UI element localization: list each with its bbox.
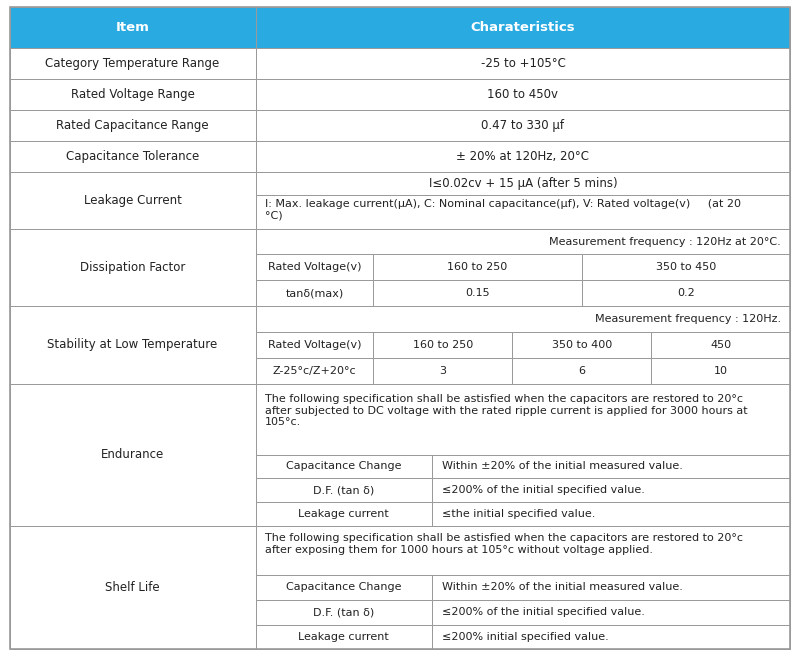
- Text: Stability at Low Temperature: Stability at Low Temperature: [47, 338, 218, 351]
- Bar: [255, 195, 790, 228]
- Text: Rated Voltage Range: Rated Voltage Range: [70, 88, 194, 101]
- Bar: [512, 358, 651, 384]
- Text: 160 to 250: 160 to 250: [413, 340, 473, 350]
- Bar: [432, 478, 790, 502]
- Text: Capacitance Change: Capacitance Change: [286, 461, 402, 472]
- Bar: [10, 79, 255, 110]
- Bar: [582, 280, 790, 306]
- Text: Dissipation Factor: Dissipation Factor: [80, 261, 186, 274]
- Bar: [10, 306, 255, 384]
- Text: Measurement frequency : 120Hz.: Measurement frequency : 120Hz.: [594, 314, 781, 324]
- Bar: [255, 575, 432, 600]
- Bar: [10, 228, 255, 306]
- Bar: [255, 79, 790, 110]
- Bar: [10, 172, 255, 228]
- Text: Item: Item: [116, 21, 150, 33]
- Text: Charateristics: Charateristics: [470, 21, 575, 33]
- Bar: [255, 332, 374, 358]
- Text: ≤200% initial specified value.: ≤200% initial specified value.: [442, 632, 609, 642]
- Bar: [432, 575, 790, 600]
- Text: Capacitance Change: Capacitance Change: [286, 583, 402, 592]
- Bar: [255, 172, 790, 195]
- Text: ≤the initial specified value.: ≤the initial specified value.: [442, 508, 595, 519]
- Text: The following specification shall be astisfied when the capacitors are restored : The following specification shall be ast…: [265, 533, 743, 554]
- Bar: [255, 502, 432, 525]
- Text: ≤200% of the initial specified value.: ≤200% of the initial specified value.: [442, 485, 645, 495]
- Text: 160 to 450v: 160 to 450v: [487, 88, 558, 101]
- Bar: [255, 228, 790, 255]
- Text: 0.47 to 330 μf: 0.47 to 330 μf: [482, 119, 565, 132]
- Bar: [255, 280, 374, 306]
- Text: Z-25°c/Z+20°c: Z-25°c/Z+20°c: [273, 365, 356, 376]
- Text: 10: 10: [714, 365, 728, 376]
- Text: D.F. (tan δ): D.F. (tan δ): [313, 485, 374, 495]
- Bar: [10, 48, 255, 79]
- Bar: [374, 255, 582, 280]
- Text: 0.2: 0.2: [678, 288, 695, 298]
- Bar: [432, 502, 790, 525]
- Bar: [512, 332, 651, 358]
- Bar: [651, 358, 790, 384]
- Text: 0.15: 0.15: [466, 288, 490, 298]
- Bar: [10, 110, 255, 141]
- Bar: [374, 358, 512, 384]
- Text: Measurement frequency : 120Hz at 20°C.: Measurement frequency : 120Hz at 20°C.: [549, 237, 781, 247]
- Text: I≤0.02cv + 15 μA (after 5 mins): I≤0.02cv + 15 μA (after 5 mins): [429, 176, 618, 190]
- Bar: [582, 255, 790, 280]
- Text: Category Temperature Range: Category Temperature Range: [46, 57, 220, 70]
- Bar: [255, 358, 374, 384]
- Bar: [255, 625, 432, 649]
- Bar: [255, 141, 790, 172]
- Bar: [651, 332, 790, 358]
- Text: I: Max. leakage current(μA), C: Nominal capacitance(μf), V: Rated voltage(v)    : I: Max. leakage current(μA), C: Nominal …: [265, 199, 741, 220]
- Text: 450: 450: [710, 340, 731, 350]
- Text: 160 to 250: 160 to 250: [447, 262, 508, 272]
- Bar: [255, 600, 432, 625]
- Bar: [255, 110, 790, 141]
- Text: tanδ(max): tanδ(max): [286, 288, 343, 298]
- Bar: [10, 525, 255, 649]
- Text: Rated Voltage(v): Rated Voltage(v): [268, 262, 361, 272]
- Bar: [255, 7, 790, 48]
- Bar: [432, 600, 790, 625]
- Text: 3: 3: [439, 365, 446, 376]
- Text: Within ±20% of the initial measured value.: Within ±20% of the initial measured valu…: [442, 583, 682, 592]
- Bar: [255, 306, 790, 332]
- Bar: [10, 7, 255, 48]
- Text: D.F. (tan δ): D.F. (tan δ): [313, 607, 374, 617]
- Text: 350 to 400: 350 to 400: [552, 340, 612, 350]
- Bar: [10, 384, 255, 525]
- Text: Within ±20% of the initial measured value.: Within ±20% of the initial measured valu…: [442, 461, 682, 472]
- Text: Endurance: Endurance: [101, 448, 164, 461]
- Text: -25 to +105°C: -25 to +105°C: [481, 57, 566, 70]
- Bar: [374, 332, 512, 358]
- Text: ≤200% of the initial specified value.: ≤200% of the initial specified value.: [442, 607, 645, 617]
- Bar: [255, 384, 790, 455]
- Text: Capacitance Tolerance: Capacitance Tolerance: [66, 150, 199, 163]
- Bar: [432, 625, 790, 649]
- Text: Leakage Current: Leakage Current: [84, 194, 182, 207]
- Bar: [374, 280, 582, 306]
- Text: Shelf Life: Shelf Life: [106, 581, 160, 594]
- Text: ± 20% at 120Hz, 20°C: ± 20% at 120Hz, 20°C: [457, 150, 590, 163]
- Text: 350 to 450: 350 to 450: [656, 262, 716, 272]
- Text: Rated Voltage(v): Rated Voltage(v): [268, 340, 361, 350]
- Text: Leakage current: Leakage current: [298, 632, 389, 642]
- Text: Leakage current: Leakage current: [298, 508, 389, 519]
- Bar: [255, 455, 432, 478]
- Text: The following specification shall be astisfied when the capacitors are restored : The following specification shall be ast…: [265, 394, 748, 427]
- Bar: [432, 455, 790, 478]
- Bar: [255, 255, 374, 280]
- Text: Rated Capacitance Range: Rated Capacitance Range: [56, 119, 209, 132]
- Bar: [255, 478, 432, 502]
- Bar: [10, 141, 255, 172]
- Bar: [255, 48, 790, 79]
- Bar: [255, 525, 790, 575]
- Text: 6: 6: [578, 365, 586, 376]
